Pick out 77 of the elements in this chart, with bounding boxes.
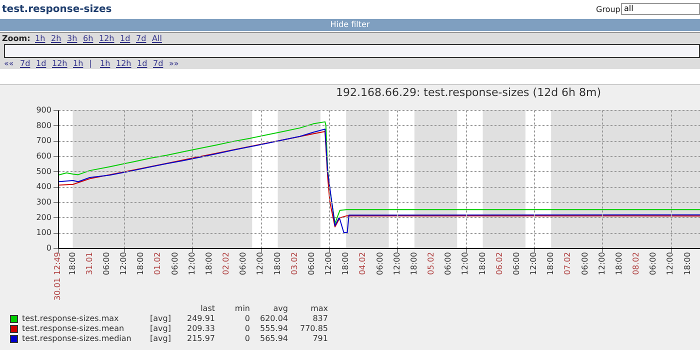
text: | — [89, 59, 92, 68]
x-tick-label: 06:00 — [170, 252, 180, 276]
x-tick-label: 06:00 — [306, 252, 316, 276]
y-tick-label: 300 — [36, 198, 52, 206]
x-tick-label: 06:00 — [238, 252, 248, 276]
text: 1h — [73, 59, 84, 68]
text: 7d — [20, 59, 30, 68]
text: 1d — [137, 59, 148, 68]
y-tick-label: 400 — [36, 182, 52, 192]
text: «« — [4, 59, 14, 68]
text: 12h — [99, 34, 114, 43]
x-tick-label: 12:00 — [187, 252, 196, 276]
x-tick-label: 18:00 — [546, 252, 556, 276]
legend-label: test.response-sizes.max — [22, 314, 119, 323]
x-tick-label: 12:00 — [597, 252, 606, 276]
text: All — [152, 34, 162, 43]
text: 2h — [51, 34, 62, 43]
x-tick-label: 06:00 — [648, 252, 658, 276]
text: »» — [169, 59, 179, 68]
x-tick-label: 18:00 — [136, 252, 146, 276]
x-tick-label: 06:00 — [512, 252, 521, 276]
text: 6h — [83, 34, 94, 43]
x-tick-label: 12:00 — [256, 252, 265, 276]
x-tick-label: 06:00 — [102, 252, 111, 276]
x-tick-label: 31.01 — [84, 252, 94, 275]
text: Group — [596, 5, 620, 14]
x-tick-label: 18:00 — [682, 252, 692, 276]
x-tick-label: 12:00 — [324, 252, 334, 276]
x-tick-label: 12:00 — [666, 252, 675, 276]
x-tick-label: 12:00 — [529, 252, 538, 276]
x-tick-label: 03.02 — [290, 252, 299, 275]
x-tick-label: 06:00 — [375, 252, 384, 276]
text: 12h — [116, 59, 132, 68]
text: 3h — [67, 34, 78, 43]
x-tick-label: 18:00 — [614, 252, 624, 276]
x-tick-label: 06:00 — [580, 252, 590, 276]
x-tick-label: 18:00 — [341, 252, 350, 276]
y-tick-label: 900 — [36, 106, 52, 114]
x-tick-label: 18:00 — [272, 252, 282, 276]
text: 1h — [100, 59, 110, 68]
x-tick-label: 12:00 — [392, 252, 402, 276]
text: test.response-sizes — [2, 4, 112, 15]
text: 12h — [52, 59, 68, 68]
text: 7d — [136, 34, 146, 43]
x-tick-label: 06:00 — [444, 252, 453, 276]
y-tick-label: 100 — [36, 228, 52, 238]
legend-label: test.response-sizes.mean — [22, 324, 124, 333]
x-tick-label: 01.02 — [153, 252, 162, 275]
x-tick-label: 18:00 — [478, 252, 487, 276]
x-tick-label: 04.02 — [358, 252, 368, 275]
y-tick-label: 800 — [36, 120, 52, 130]
text: 1d — [120, 34, 130, 43]
x-tick-label: 07.02 — [563, 252, 572, 275]
text: all — [621, 3, 700, 15]
text: Hide filter — [0, 19, 700, 31]
x-tick-label: 18:00 — [204, 252, 214, 276]
x-tick-label: 12:00 — [460, 252, 470, 276]
x-tick-label: 08.02 — [632, 252, 641, 275]
x-tick-label: 18:00 — [409, 252, 418, 276]
x-tick-label: 05.02 — [426, 252, 436, 275]
x-tick-label: 18:00 — [68, 252, 77, 276]
x-tick-label: 12:00 — [119, 252, 128, 276]
y-tick-label: 0 — [46, 244, 52, 252]
legend-label: test.response-sizes.median — [22, 334, 132, 343]
y-tick-label: 500 — [36, 166, 52, 176]
y-tick-label: 200 — [36, 212, 52, 222]
text: 1h — [35, 34, 46, 43]
legend-table: last min avg max test.response-sizes.max [avg] 249.91 0 620.04 837 test.response-sizes.mean [avg] 209.33 0 555.94 770.85 test.response-sizes.median [avg] 215.97 0 565.94 791 — [10, 304, 340, 348]
x-tick-label: 02.02 — [222, 252, 231, 275]
text: 7d — [153, 59, 164, 68]
x-tick-label: 30.01 12:49 — [53, 252, 62, 300]
chart-title: 192.168.66.29: test.response-sizes (12d 6h 8m) — [336, 86, 602, 99]
text: Zoom: — [2, 34, 30, 43]
text: 1d — [36, 59, 46, 68]
x-tick-label: 06.02 — [494, 252, 504, 275]
y-tick-label: 700 — [36, 136, 52, 146]
y-tick-label: 600 — [36, 152, 52, 160]
